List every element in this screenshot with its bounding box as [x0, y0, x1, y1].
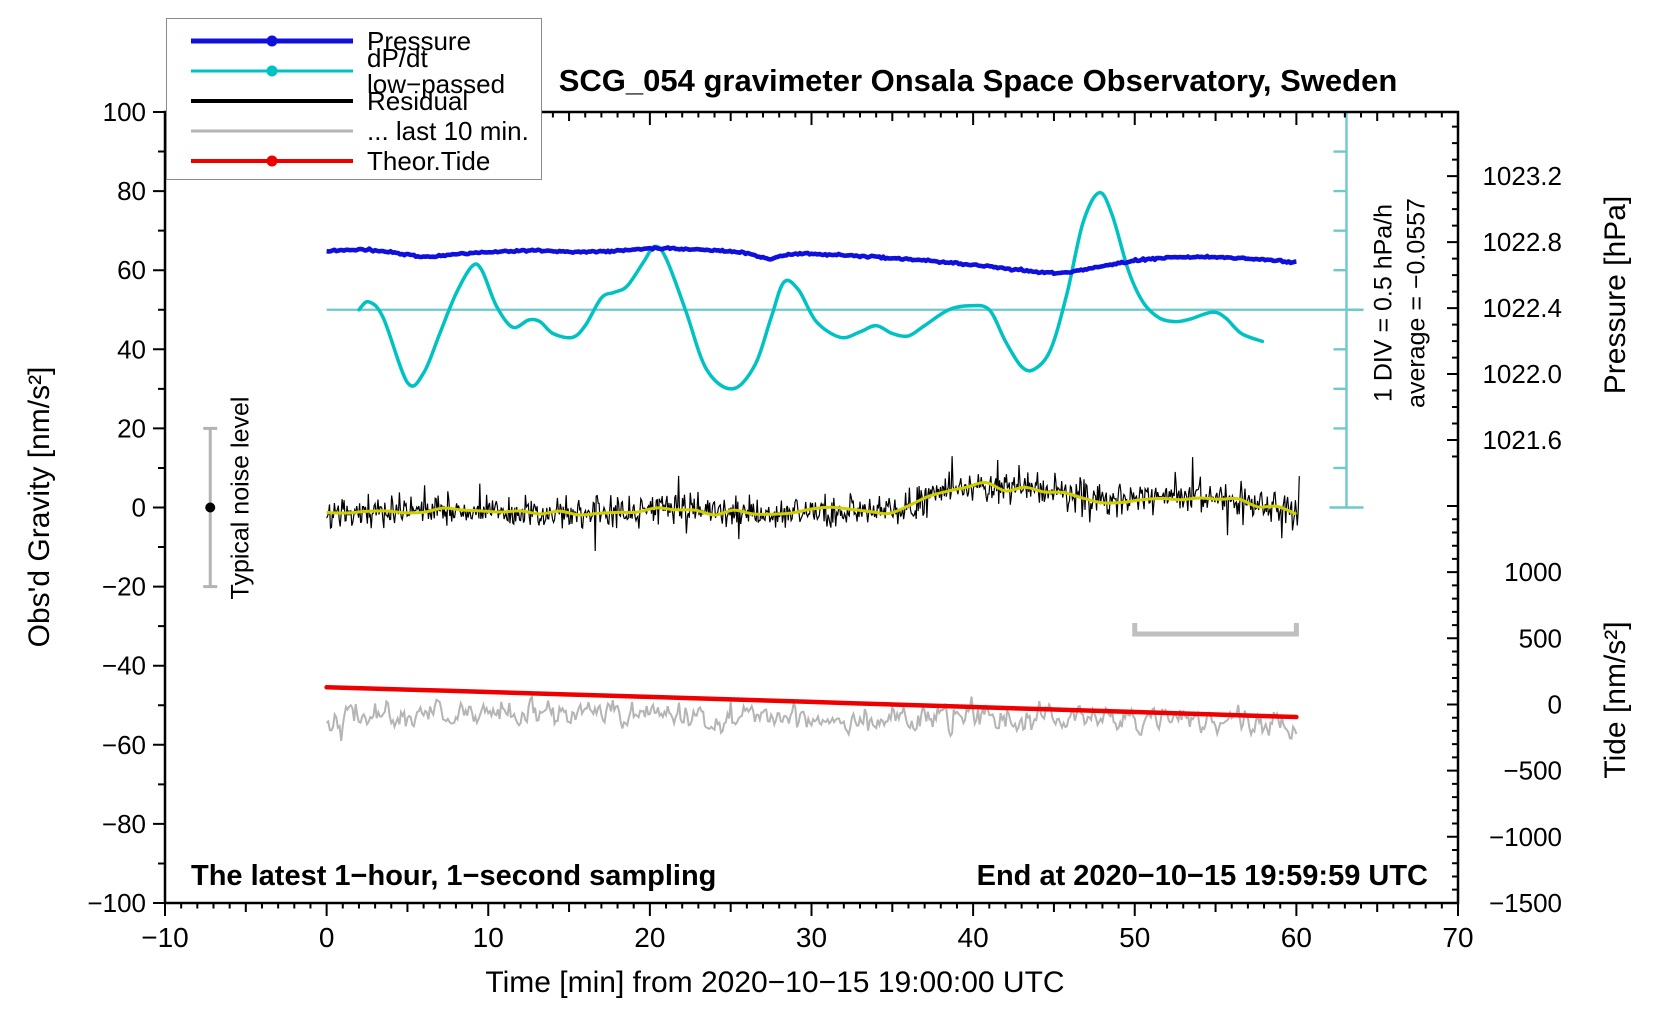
y-axis-label-gravity: Obs'd Gravity [nm/s²]	[23, 366, 56, 648]
legend-label-tide: Theor.Tide	[367, 146, 491, 176]
plot-title: SCG_054 gravimeter Onsala Space Observat…	[558, 63, 1398, 98]
legend-item-pressure: Pressure	[167, 26, 541, 56]
legend-item-last10: ... last 10 min.	[167, 116, 541, 146]
pressure-curve	[326, 245, 1297, 277]
x-tick-label: 30	[796, 922, 827, 953]
legend-label-dpdt: dP/dt low−passed	[367, 43, 506, 99]
y-tick-label-tide: 1000	[1504, 557, 1562, 587]
x-tick-label: 70	[1442, 922, 1473, 953]
y-tick-label-gravity: −40	[102, 651, 146, 681]
sampling-note: The latest 1−hour, 1−second sampling	[191, 860, 717, 892]
y-tick-label-pressure: 1021.6	[1482, 425, 1562, 455]
legend-swatch-last10-line-icon	[189, 123, 355, 139]
y-tick-label-tide: 500	[1519, 623, 1562, 653]
y-tick-label-tide: −500	[1503, 756, 1562, 786]
theor-tide-curve	[324, 685, 1299, 720]
x-tick-label: 10	[473, 922, 504, 953]
y-tick-label-gravity: 20	[117, 413, 146, 443]
y-tick-label-gravity: 100	[103, 97, 146, 127]
x-tick-label: 20	[634, 922, 665, 953]
y-tick-label-gravity: −20	[102, 572, 146, 602]
y-tick-label-pressure: 1022.4	[1482, 293, 1562, 323]
y-tick-label-gravity: 80	[117, 176, 146, 206]
last10-curve	[325, 694, 1298, 742]
y-tick-label-pressure: 1022.8	[1482, 227, 1562, 257]
y-tick-label-tide: −1500	[1489, 888, 1562, 918]
end-time-note: End at 2020−10−15 19:59:59 UTC	[976, 860, 1428, 892]
axis-ticks	[153, 111, 1459, 916]
y-tick-label-pressure: 1022.0	[1482, 359, 1562, 389]
legend-item-dpdt: dP/dt low−passed	[167, 45, 541, 97]
x-tick-label: 60	[1281, 922, 1312, 953]
y-tick-label-gravity: −60	[102, 730, 146, 760]
legend-label-pressure: Pressure	[367, 26, 472, 56]
y-tick-label-gravity: 40	[117, 334, 146, 364]
y-tick-label-tide: 0	[1548, 689, 1562, 719]
y-axis-label-pressure: Pressure [hPa]	[1599, 195, 1632, 395]
legend-swatch-residual-line-icon	[189, 93, 355, 109]
y-tick-label-pressure: 1023.2	[1482, 161, 1562, 191]
residual-smoothed-curve	[326, 481, 1297, 517]
x-tick-label: 50	[1119, 922, 1150, 953]
legend-swatch-tide-line-icon	[189, 153, 355, 169]
noise-errorbar-dot	[205, 502, 216, 513]
legend-label-residual: Residual	[367, 86, 469, 116]
x-tick-label: −10	[141, 922, 189, 953]
legend-swatch-dpdt-line-icon	[189, 63, 355, 79]
x-tick-label: 40	[958, 922, 989, 953]
legend-label-last10: ... last 10 min.	[367, 116, 529, 146]
average-annotation: average = −0.0557	[1402, 198, 1431, 408]
noise-level-annotation: Typical noise level	[226, 396, 255, 600]
y-tick-label-gravity: −100	[87, 888, 146, 918]
last10-span-bar	[1132, 623, 1299, 637]
legend-swatch-pressure-line-icon	[189, 33, 355, 49]
y-tick-label-gravity: −80	[102, 809, 146, 839]
legend-item-residual: Residual	[167, 86, 541, 116]
legend-item-tide: Theor.Tide	[167, 146, 541, 176]
div-scale-annotation: 1 DIV = 0.5 hPa/h	[1369, 203, 1398, 403]
residual-curve	[326, 456, 1300, 552]
dpdt-curve	[357, 190, 1265, 391]
div-scale-bar	[1329, 112, 1364, 509]
x-axis-label: Time [min] from 2020−10−15 19:00:00 UTC	[485, 966, 1065, 999]
y-tick-label-gravity: 0	[132, 493, 146, 523]
x-tick-label: 0	[319, 922, 335, 953]
legend: Pressure dP/dt low−passed Residual ... l…	[166, 18, 542, 180]
y-axis-label-tide: Tide [nm/s²]	[1599, 621, 1632, 779]
y-tick-label-gravity: 60	[117, 255, 146, 285]
y-tick-label-tide: −1000	[1489, 822, 1562, 852]
